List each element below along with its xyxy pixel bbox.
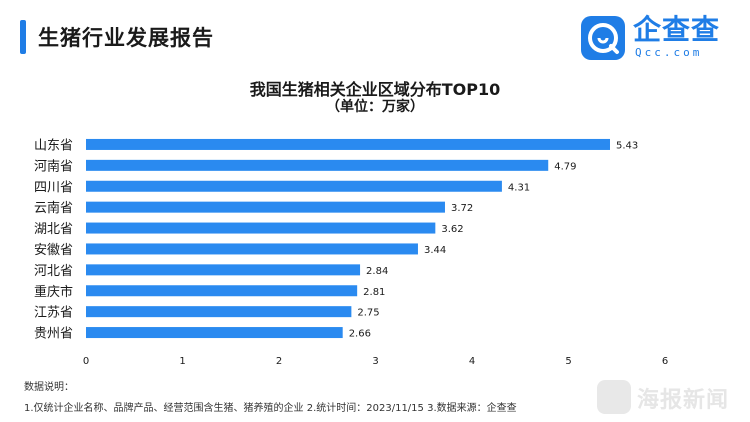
- watermark-text: 海报新闻: [637, 388, 730, 413]
- bar: [86, 180, 502, 192]
- watermark-logo-icon: [597, 380, 631, 414]
- category-label: 安徽省: [34, 243, 73, 258]
- value-label: 4.79: [554, 161, 576, 172]
- value-label: 4.31: [508, 182, 530, 193]
- bar: [86, 285, 358, 297]
- value-label: 2.84: [366, 266, 388, 277]
- category-label: 江苏省: [34, 305, 73, 321]
- x-tick-label: 0: [83, 356, 89, 367]
- x-tick-label: 5: [565, 356, 571, 367]
- x-tick-label: 3: [372, 356, 378, 367]
- qcc-logo-domain: Qcc.com: [635, 46, 703, 59]
- chart-title: 我国生猪相关企业区域分布TOP10: [249, 80, 501, 99]
- bar: [86, 201, 445, 213]
- category-label: 贵州省: [34, 327, 73, 342]
- x-tick-label: 1: [179, 356, 185, 367]
- bar: [86, 306, 352, 318]
- x-tick-label: 4: [469, 356, 475, 367]
- bar-chart: 山东省 5.43 河南省 4.79 四川省 4.31 云南省 3.72 湖北省 3.62 安徽省 3.…: [34, 138, 668, 367]
- bar: [86, 327, 343, 339]
- category-label: 河南省: [34, 158, 73, 174]
- value-label: 3.72: [451, 203, 473, 214]
- category-label: 山东省: [34, 138, 73, 153]
- value-label: 2.75: [357, 308, 379, 319]
- category-label: 云南省: [34, 200, 73, 216]
- value-label: 2.66: [349, 329, 371, 340]
- category-label: 重庆市: [34, 284, 73, 300]
- title-accent-bar: [20, 20, 26, 54]
- notes-title: 数据说明：: [24, 382, 74, 393]
- qcc-logo-name: 企查查: [633, 13, 721, 46]
- category-label: 四川省: [34, 180, 73, 195]
- news-watermark: 海报新闻: [597, 378, 747, 418]
- qcc-logo: 企查查 Qcc.com: [581, 13, 731, 60]
- chart-subtitle: （单位：万家）: [326, 99, 424, 115]
- value-label: 2.81: [363, 287, 385, 298]
- bar: [86, 138, 610, 150]
- qcc-logo-icon: [581, 16, 625, 60]
- bar: [86, 222, 436, 234]
- category-label: 河北省: [34, 264, 73, 279]
- bar: [86, 264, 361, 276]
- value-label: 3.62: [441, 224, 463, 235]
- report-title: 生猪行业发展报告: [38, 26, 214, 50]
- notes-body: 1.仅统计企业名称、品牌产品、经营范围含生猪、猪养殖的企业 2.统计时间：202…: [24, 403, 517, 414]
- bar: [86, 243, 418, 255]
- value-label: 5.43: [616, 140, 638, 151]
- bar: [86, 159, 549, 171]
- x-tick-label: 6: [662, 356, 668, 367]
- value-label: 3.44: [424, 245, 446, 256]
- category-label: 湖北省: [34, 222, 73, 237]
- x-tick-label: 2: [276, 356, 282, 367]
